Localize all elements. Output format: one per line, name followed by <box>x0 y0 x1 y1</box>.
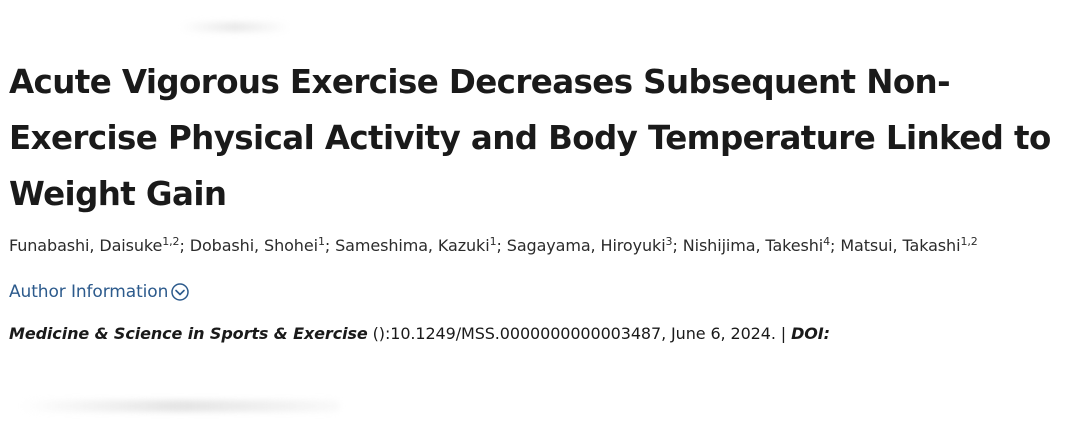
author-affiliation: 4 <box>823 235 831 248</box>
citation-line: Medicine & Science in Sports & Exercise … <box>9 324 1075 343</box>
author-item[interactable]: Sameshima, Kazuki1; <box>335 235 507 255</box>
author-name[interactable]: Funabashi, Daisuke <box>9 236 163 255</box>
author-item[interactable]: Sagayama, Hiroyuki3; <box>506 235 683 255</box>
article-title: Acute Vigorous Exercise Decreases Subseq… <box>9 63 1051 213</box>
author-item[interactable]: Nishijima, Takeshi4; <box>682 235 841 255</box>
blurred-footer-remnant <box>20 400 340 412</box>
journal-name[interactable]: Medicine & Science in Sports & Exercise <box>9 324 368 343</box>
author-item[interactable]: Dobashi, Shohei1; <box>189 235 336 255</box>
author-information-toggle[interactable]: Author Information <box>9 282 190 302</box>
author-item[interactable]: Matsui, Takashi1,2 <box>840 236 977 255</box>
article-header: Acute Vigorous Exercise Decreases Subseq… <box>9 54 1075 343</box>
chevron-circle-down-icon <box>170 282 190 302</box>
author-affiliation: 1,2 <box>960 235 978 248</box>
author-affiliation: 3 <box>665 235 673 248</box>
author-name[interactable]: Dobashi, Shohei <box>189 236 318 255</box>
doi-label: DOI: <box>791 324 830 343</box>
author-name[interactable]: Sagayama, Hiroyuki <box>506 236 666 255</box>
author-item[interactable]: Funabashi, Daisuke1,2; <box>9 235 190 255</box>
author-affiliation: 1 <box>317 235 325 248</box>
author-list: Funabashi, Daisuke1,2; Dobashi, Shohei1;… <box>9 231 1075 260</box>
author-name[interactable]: Sameshima, Kazuki <box>335 236 490 255</box>
author-name[interactable]: Matsui, Takashi <box>840 236 961 255</box>
citation-details: ():10.1249/MSS.0000000000003487, June 6,… <box>367 324 792 343</box>
author-affiliation: 1,2 <box>162 235 180 248</box>
author-information-label: Author Information <box>9 282 169 302</box>
author-name[interactable]: Nishijima, Takeshi <box>682 236 824 255</box>
blurred-header-remnant <box>180 22 290 32</box>
author-affiliation: 1 <box>489 235 497 248</box>
